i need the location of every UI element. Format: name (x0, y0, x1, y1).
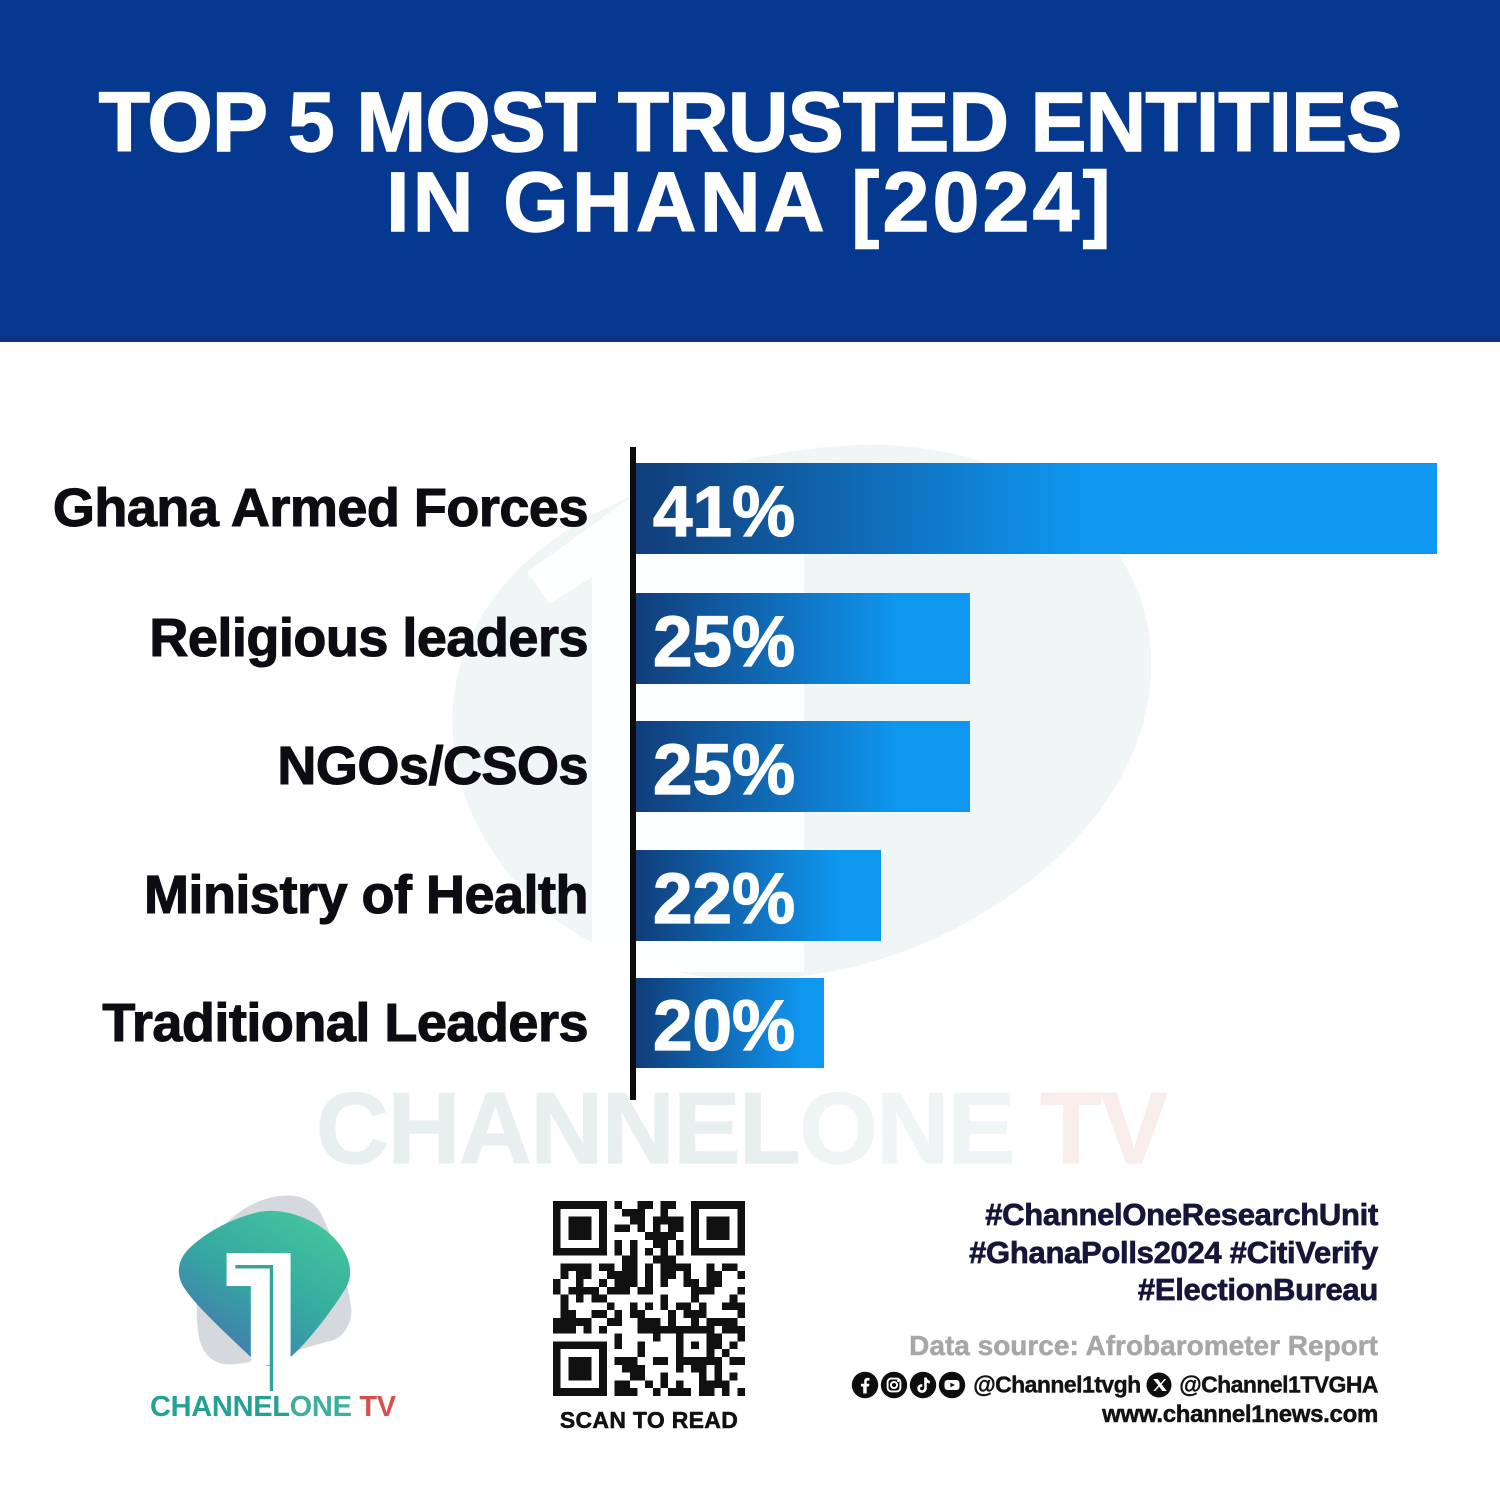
svg-text:CHANNELONE TV: CHANNELONE TV (150, 1391, 397, 1423)
